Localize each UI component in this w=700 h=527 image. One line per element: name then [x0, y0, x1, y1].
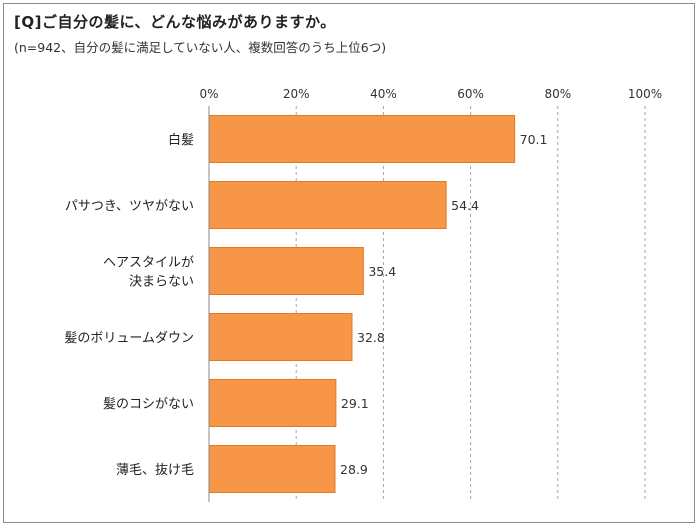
category-label-line: ヘアスタイルが [103, 256, 194, 271]
chart-subtitle: (n=942、自分の髪に満足していない人、複数回答のうち上位6つ) [14, 40, 387, 55]
bar [208, 247, 364, 295]
category-label: 薄毛、抜け毛 [116, 462, 194, 478]
value-label: 70.1 [520, 132, 548, 147]
category-label-line: 髪のコシがない [103, 397, 194, 412]
bar [208, 379, 337, 427]
tick-label: 60% [457, 87, 484, 101]
tick-label: 80% [544, 87, 571, 101]
category-label-line: 薄毛、抜け毛 [116, 462, 194, 478]
category-label: 髪のコシがない [103, 397, 194, 412]
bar [208, 445, 336, 493]
bars [208, 115, 516, 493]
category-label-line: 白髪 [168, 132, 194, 148]
category-label-line: 髪のボリュームダウン [64, 331, 194, 346]
value-label: 32.8 [357, 330, 385, 345]
bar [208, 313, 353, 361]
gridlines [295, 106, 646, 502]
x-axis-ticks: 0% 20% 40% 60% 80% 100% [199, 87, 662, 101]
tick-label: 40% [370, 87, 397, 101]
category-label-line: パサつき、ツヤがない [65, 199, 194, 214]
tick-label: 0% [199, 87, 218, 101]
category-label: 白髪 [168, 132, 194, 148]
bar [208, 115, 516, 163]
value-label: 54.4 [451, 198, 479, 213]
tick-label: 20% [283, 87, 310, 101]
category-label: ヘアスタイルが決まらない [103, 256, 194, 290]
category-label: 髪のボリュームダウン [64, 331, 194, 346]
value-label: 28.9 [340, 462, 368, 477]
category-label: パサつき、ツヤがない [65, 199, 194, 214]
value-labels: 70.1 54.4 35.4 32.8 29.1 28.9 [340, 132, 547, 477]
category-labels: 白髪パサつき、ツヤがないヘアスタイルが決まらない髪のボリュームダウン髪のコシがな… [64, 132, 194, 478]
tick-label: 100% [628, 87, 662, 101]
value-label: 35.4 [368, 264, 396, 279]
chart-title: [Q]ご自分の髪に、どんな悩みがありますか。 [14, 13, 336, 31]
bar [208, 181, 447, 229]
value-label: 29.1 [341, 396, 369, 411]
category-label-line: 決まらない [129, 275, 194, 290]
